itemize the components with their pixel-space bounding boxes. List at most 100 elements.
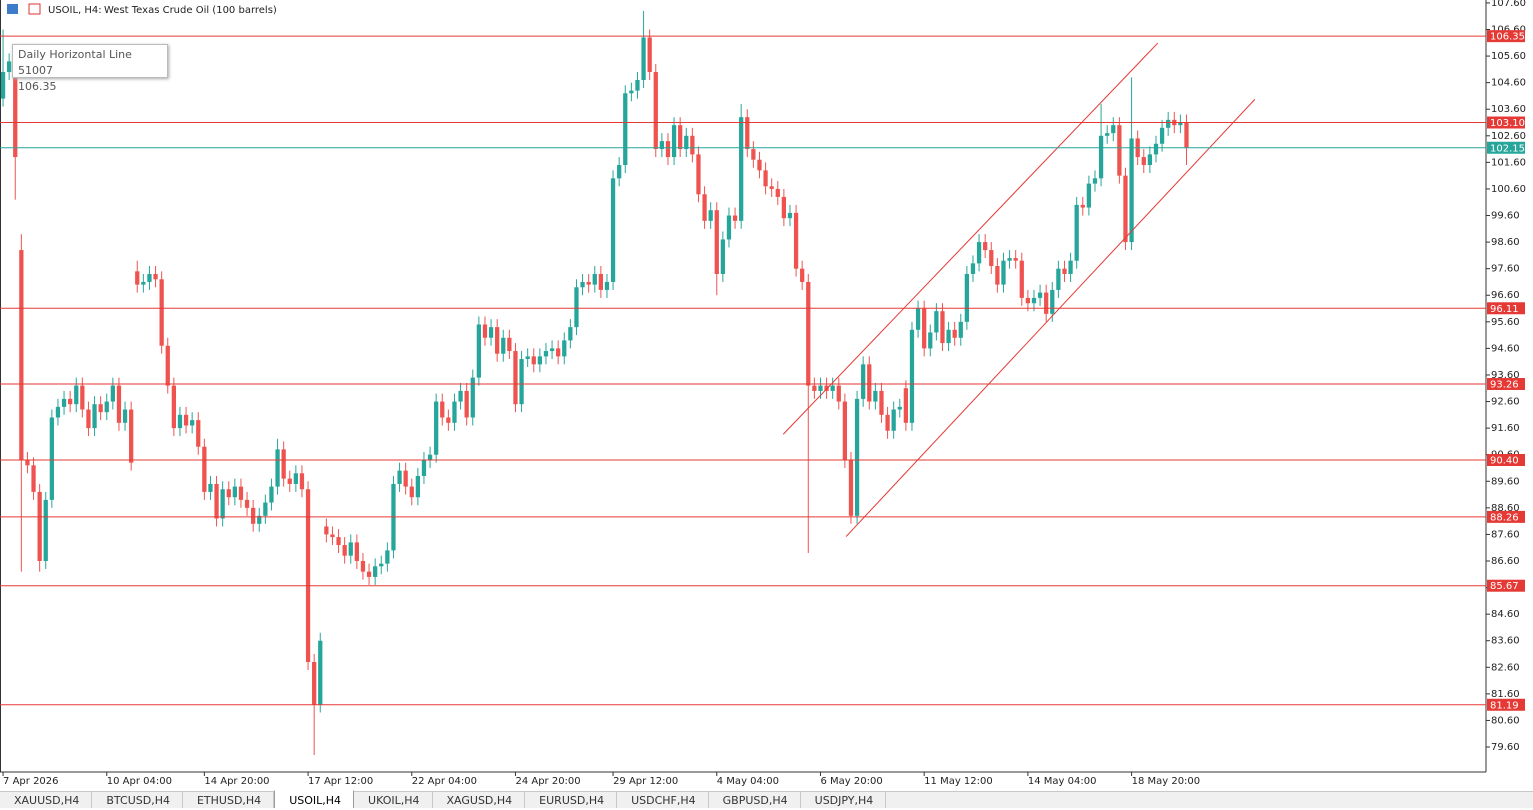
candle-body xyxy=(318,640,323,705)
candle-body xyxy=(293,473,298,484)
candle-body xyxy=(244,499,250,508)
y-tick-label: 92.60 xyxy=(1491,397,1520,408)
candle-body xyxy=(305,489,311,662)
tab[interactable]: XAUUSD,H4 xyxy=(0,792,93,808)
candle-body xyxy=(1074,204,1079,261)
candle-body xyxy=(7,61,12,73)
candle-body xyxy=(43,499,48,561)
candle-body xyxy=(830,385,835,391)
candle-body xyxy=(586,281,591,285)
x-tick-label: 14 Apr 20:00 xyxy=(204,776,269,787)
candles xyxy=(0,10,1189,755)
candle-body xyxy=(580,281,585,288)
y-tick-label: 94.60 xyxy=(1491,343,1520,354)
candle-body xyxy=(287,478,292,484)
tab[interactable]: ETHUSD,H4 xyxy=(183,792,275,808)
price-label-box xyxy=(1487,579,1525,592)
x-tick-label: 4 May 04:00 xyxy=(717,776,779,787)
candle-body xyxy=(1141,157,1146,166)
candle-body xyxy=(92,404,97,429)
candle-body xyxy=(684,135,689,150)
candle-body xyxy=(995,266,1000,285)
candle-body xyxy=(415,475,420,498)
x-tick-label: 10 Apr 04:00 xyxy=(107,776,172,787)
candle-body xyxy=(263,502,268,516)
candle-body xyxy=(629,90,634,94)
candle-body xyxy=(299,473,305,490)
candle-body xyxy=(440,401,445,418)
candle-body xyxy=(562,340,567,357)
tab[interactable]: USDJPY,H4 xyxy=(801,792,887,808)
candle-body xyxy=(208,483,213,492)
y-tick-label: 93.60 xyxy=(1491,370,1520,381)
candle-body xyxy=(336,537,341,546)
price-label: 102.15 xyxy=(1490,143,1525,154)
price-label-box xyxy=(1487,141,1525,154)
tab[interactable]: GBPUSD,H4 xyxy=(709,792,801,808)
tab[interactable]: EURUSD,H4 xyxy=(525,792,618,808)
candle-body xyxy=(159,279,164,346)
y-tick-label: 106.60 xyxy=(1491,24,1526,35)
candle-body xyxy=(165,345,170,386)
candle-body xyxy=(873,390,878,402)
candle-body xyxy=(1031,297,1037,304)
candle-body xyxy=(196,420,201,447)
tab[interactable]: USDCHF,H4 xyxy=(617,792,709,808)
y-tick-label: 95.60 xyxy=(1491,317,1520,328)
candle-body xyxy=(110,385,115,402)
candle-body xyxy=(934,311,939,333)
candle-body xyxy=(983,242,988,251)
candle-body xyxy=(482,324,488,338)
candle-body xyxy=(1166,119,1171,128)
candle-body xyxy=(787,212,793,219)
candle-body xyxy=(647,37,652,73)
candle-body xyxy=(970,263,976,274)
candle-body xyxy=(592,273,597,285)
candle-body xyxy=(946,329,951,344)
candle-body xyxy=(1001,260,1006,285)
candle-body xyxy=(190,420,195,426)
tab[interactable]: XAGUSD,H4 xyxy=(433,792,526,808)
candle-body xyxy=(470,377,475,418)
price-label: 96.11 xyxy=(1490,304,1519,315)
trendline xyxy=(845,99,1256,537)
candle-body xyxy=(220,489,225,519)
candle-body xyxy=(397,470,402,484)
candle-body xyxy=(1117,125,1122,176)
candle-body xyxy=(598,273,604,290)
candle-body xyxy=(1129,138,1134,243)
y-tick-label: 107.60 xyxy=(1491,0,1526,9)
candle-body xyxy=(147,273,152,282)
y-tick-label: 86.60 xyxy=(1491,556,1520,567)
candle-body xyxy=(800,268,805,282)
candle-body xyxy=(177,414,183,429)
candle-body xyxy=(1056,268,1061,290)
tab[interactable]: UKOIL,H4 xyxy=(354,792,433,808)
y-tick-label: 83.60 xyxy=(1491,636,1520,647)
x-tick-label: 18 May 20:00 xyxy=(1132,776,1201,787)
candle-body xyxy=(891,409,896,431)
candle-body xyxy=(793,212,799,269)
candle-body xyxy=(135,271,140,285)
candle-body xyxy=(427,454,433,461)
x-tick-label: 22 Apr 04:00 xyxy=(412,776,477,787)
candle-body xyxy=(122,409,128,423)
candle-body xyxy=(665,141,671,158)
candle-body xyxy=(366,571,372,577)
candle-body xyxy=(507,337,512,352)
candle-body xyxy=(720,239,726,274)
tab[interactable]: BTCUSD,H4 xyxy=(92,792,183,808)
x-tick-label: 7 Apr 2026 xyxy=(3,776,58,787)
y-tick-label: 99.60 xyxy=(1491,211,1520,222)
candle-body xyxy=(49,417,54,500)
x-tick-label: 6 May 20:00 xyxy=(820,776,882,787)
candle-body xyxy=(848,460,854,516)
tab[interactable]: USOIL,H4 xyxy=(274,790,355,808)
x-tick-label: 17 Apr 12:00 xyxy=(308,776,373,787)
candle-body xyxy=(464,390,469,418)
candle-body xyxy=(98,404,103,413)
candle-body xyxy=(330,534,335,538)
candle-body xyxy=(379,563,384,567)
candle-body xyxy=(525,356,530,360)
